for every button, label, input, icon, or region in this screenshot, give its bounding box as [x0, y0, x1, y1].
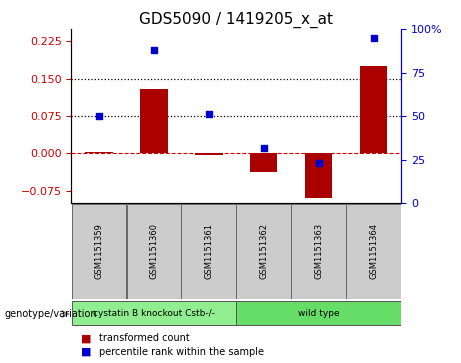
Bar	[360, 66, 387, 154]
Bar	[305, 154, 332, 198]
Bar	[140, 89, 168, 154]
Point	[315, 160, 322, 166]
Point	[260, 144, 267, 150]
Text: GSM1151362: GSM1151362	[259, 223, 268, 280]
Bar	[195, 154, 223, 155]
Bar	[71, 301, 236, 325]
Title: GDS5090 / 1419205_x_at: GDS5090 / 1419205_x_at	[139, 12, 333, 28]
Bar	[127, 204, 181, 299]
Bar	[346, 204, 401, 299]
Bar	[291, 204, 346, 299]
Point	[205, 111, 213, 117]
Text: GSM1151361: GSM1151361	[204, 223, 213, 280]
Text: ■: ■	[81, 333, 91, 343]
Bar	[250, 154, 278, 172]
Text: percentile rank within the sample: percentile rank within the sample	[99, 347, 264, 357]
Text: transformed count: transformed count	[99, 333, 190, 343]
Bar	[236, 204, 291, 299]
Bar	[71, 204, 126, 299]
Bar	[85, 152, 112, 154]
Text: ■: ■	[81, 347, 91, 357]
Text: cystatin B knockout Cstb-/-: cystatin B knockout Cstb-/-	[93, 309, 215, 318]
Text: genotype/variation: genotype/variation	[5, 309, 97, 319]
Bar	[236, 301, 401, 325]
Text: GSM1151363: GSM1151363	[314, 223, 323, 280]
Text: GSM1151360: GSM1151360	[149, 223, 159, 280]
Point	[150, 47, 158, 53]
Bar	[182, 204, 236, 299]
Text: GSM1151364: GSM1151364	[369, 223, 378, 280]
Text: wild type: wild type	[298, 309, 339, 318]
Point	[95, 113, 103, 119]
Point	[370, 35, 377, 41]
Text: GSM1151359: GSM1151359	[95, 224, 103, 279]
